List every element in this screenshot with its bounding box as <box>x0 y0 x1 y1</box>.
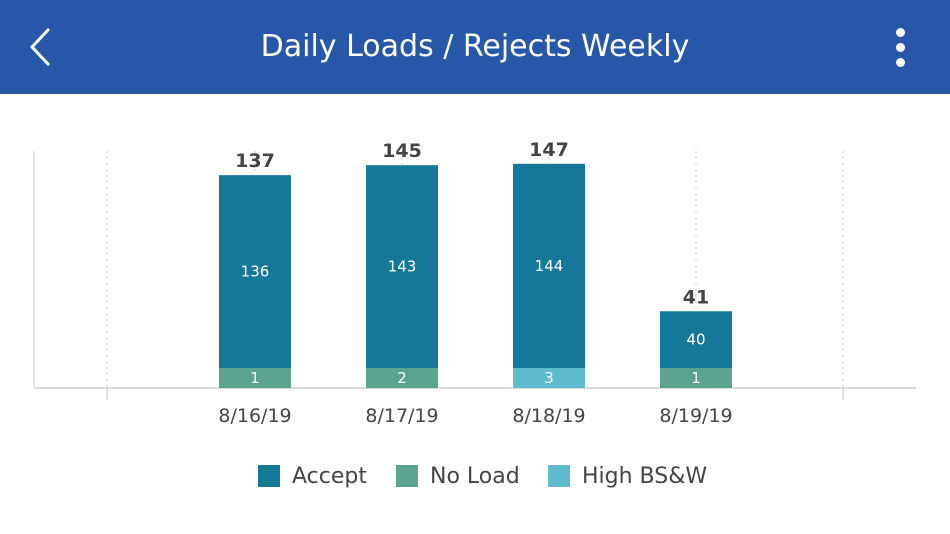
legend-item-high-bs-w[interactable]: High BS&W <box>548 458 707 494</box>
x-tick-label: 8/19/19 <box>659 405 732 427</box>
legend-label: High BS&W <box>582 463 708 489</box>
back-button[interactable] <box>22 22 62 72</box>
legend-label: Accept <box>292 463 367 489</box>
page-title: Daily Loads / Rejects Weekly <box>260 29 690 64</box>
bar-segment-no-load <box>660 368 732 388</box>
bar-total-label: 41 <box>683 286 709 308</box>
bar-value-label: 144 <box>535 257 564 275</box>
bar-segment-accept <box>219 175 291 368</box>
legend-item-no-load[interactable]: No Load <box>396 458 520 494</box>
more-vertical-icon <box>896 28 905 37</box>
chart-legend: Accept No Load High BS&W <box>0 458 950 494</box>
bar-segment-no-load <box>219 368 291 388</box>
legend-swatch <box>258 465 280 487</box>
bar-value-label: 136 <box>241 263 270 281</box>
bar-total-label: 137 <box>235 150 275 172</box>
bar-segment-accept <box>366 165 438 368</box>
more-menu-button[interactable] <box>884 22 918 72</box>
bar-value-label: 1 <box>250 369 260 387</box>
bar-value-label: 3 <box>544 369 554 387</box>
x-tick-label: 8/18/19 <box>512 405 585 427</box>
legend-swatch <box>396 465 418 487</box>
bar-segment-no-load <box>366 368 438 388</box>
bar-value-label: 40 <box>686 331 705 349</box>
legend-item-accept[interactable]: Accept <box>258 458 367 494</box>
bar-value-label: 1 <box>691 369 701 387</box>
bar-total-label: 147 <box>529 139 569 161</box>
bar-value-label: 143 <box>388 258 417 276</box>
bar-segment-accept <box>660 311 732 368</box>
stacked-bar-chart: 1 136 137 8/16/19 2 143 145 8/17/19 3 144 147 8/18/… <box>33 139 916 427</box>
legend-swatch <box>548 465 570 487</box>
bar-value-label: 2 <box>397 369 407 387</box>
bar-segment-accept <box>513 163 585 368</box>
x-tick-label: 8/17/19 <box>365 405 438 427</box>
bar-segment-high-bs-w <box>513 368 585 388</box>
app-header <box>0 0 950 94</box>
legend-label: No Load <box>430 463 520 489</box>
chevron-left-icon <box>30 28 50 66</box>
bar-total-label: 145 <box>382 140 422 162</box>
x-tick-label: 8/16/19 <box>218 405 291 427</box>
